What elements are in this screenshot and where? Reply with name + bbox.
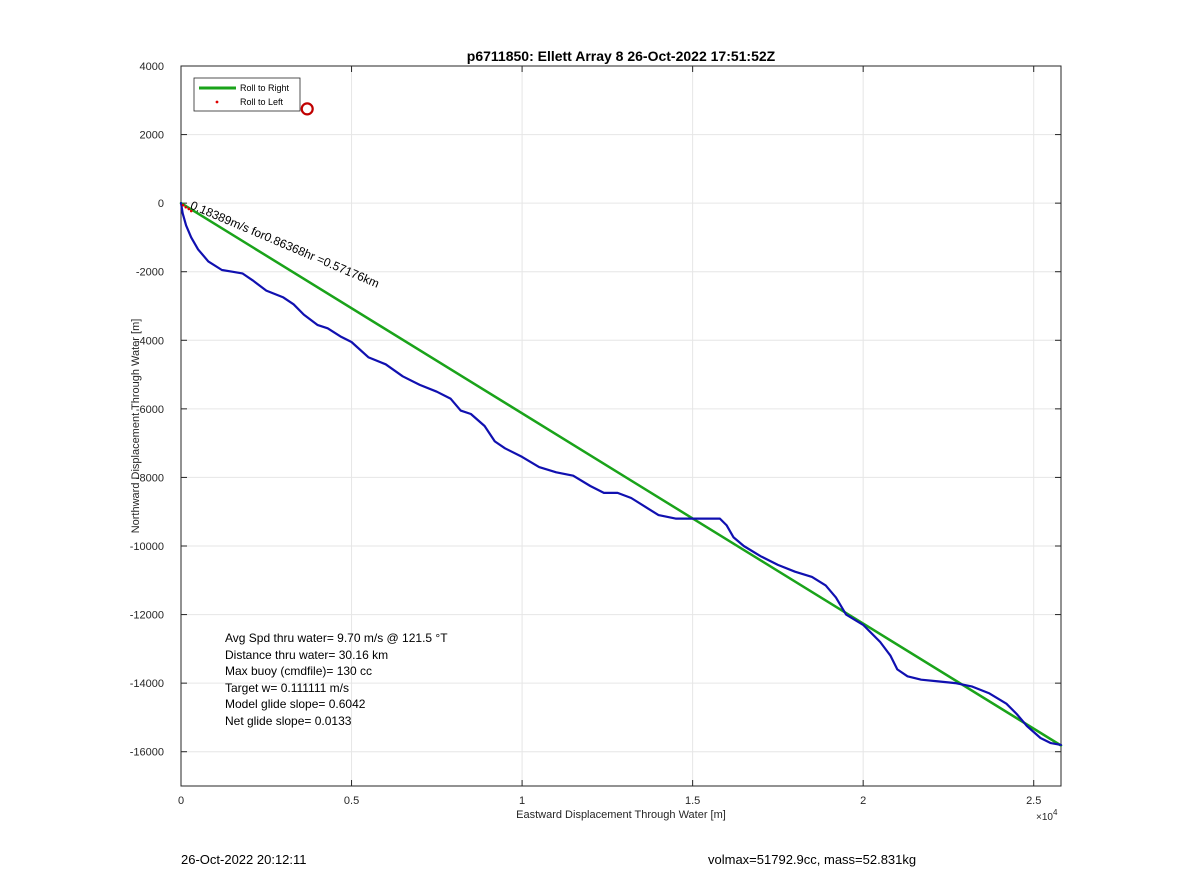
x-axis-exponent: ×104 [1036, 808, 1058, 823]
footer-info: volmax=51792.9cc, mass=52.831kg [708, 852, 917, 867]
stat-distance: Distance thru water= 30.16 km [225, 648, 388, 662]
y-tick-label: -2000 [136, 267, 164, 279]
stats-block: Avg Spd thru water= 9.70 m/s @ 121.5 °T … [225, 631, 448, 728]
legend-box [193, 77, 301, 112]
roll-left-point [181, 203, 185, 207]
start-circle-marker [300, 102, 314, 116]
y-tick-label: 2000 [140, 130, 164, 142]
y-tick-label: 4000 [140, 61, 164, 73]
y-tick-label: -12000 [130, 610, 164, 622]
chart-title: p6711850: Ellett Array 8 26-Oct-2022 17:… [467, 48, 776, 64]
y-tick-label: -6000 [136, 404, 164, 416]
y-tick-label: -8000 [136, 472, 164, 484]
x-tick-label: 2.5 [1026, 795, 1041, 807]
legend-swatch-roll-left [215, 100, 219, 104]
plot-area [180, 65, 1062, 787]
axis-ticks: 0 0.5 1 1.5 2 2.5 4000 2000 0 -2000 -4000 -6000 -800… [130, 61, 1061, 807]
roll-left-point [184, 205, 188, 209]
x-tick-label: 1 [519, 795, 525, 807]
x-tick-label: 0 [178, 795, 184, 807]
stat-avg-speed: Avg Spd thru water= 9.70 m/s @ 121.5 °T [225, 631, 448, 645]
y-tick-label: -10000 [130, 541, 164, 553]
roll-left-point [189, 209, 193, 213]
x-tick-label: 0.5 [344, 795, 359, 807]
chart-legend: Roll to Right Roll to Left [193, 77, 301, 112]
roll-left-point [187, 207, 191, 211]
stat-target-w: Target w= 0.111111 m/s [225, 681, 349, 695]
stat-max-buoy: Max buoy (cmdfile)= 130 cc [225, 664, 372, 678]
y-axis-label: Northward Displacement Through Water [m] [130, 319, 142, 534]
grid-lines [180, 65, 1061, 786]
y-tick-label: -16000 [130, 747, 164, 759]
y-tick-label: -4000 [136, 335, 164, 347]
series-roll-to-right-line [179, 201, 1063, 747]
footer-timestamp: 26-Oct-2022 20:12:11 [181, 852, 307, 867]
series-track-line [179, 202, 1063, 747]
legend-label-roll-left: Roll to Left [240, 97, 284, 107]
y-tick-label: 0 [158, 198, 164, 210]
x-tick-label: 2 [860, 795, 866, 807]
stat-net-glide-slope: Net glide slope= 0.0133 [225, 714, 352, 728]
x-tick-label: 1.5 [685, 795, 700, 807]
y-tick-label: -14000 [130, 678, 164, 690]
series-layer [179, 102, 1063, 747]
x-axis-label: Eastward Displacement Through Water [m] [516, 809, 726, 821]
legend-label-roll-right: Roll to Right [240, 83, 290, 93]
stat-model-glide-slope: Model glide slope= 0.6042 [225, 697, 366, 711]
